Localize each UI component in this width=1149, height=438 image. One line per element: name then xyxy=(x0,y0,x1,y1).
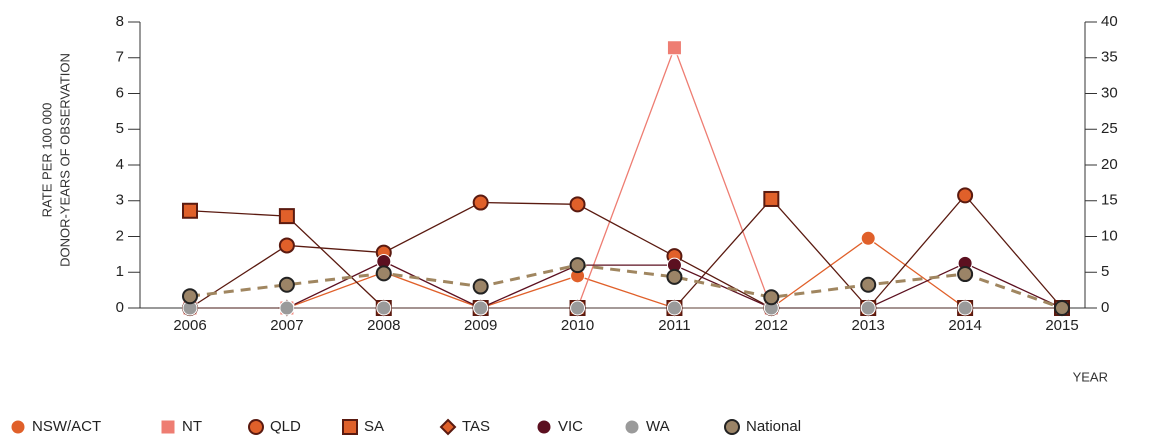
y-tick-label: 2 xyxy=(116,227,124,244)
data-point xyxy=(278,208,295,225)
data-point xyxy=(473,300,489,316)
y-tick-label: 5 xyxy=(116,120,124,137)
legend-marker xyxy=(439,418,457,436)
legend-label: WA xyxy=(646,418,670,435)
data-point xyxy=(278,276,295,293)
data-point xyxy=(279,300,295,316)
y-tick-label: 0 xyxy=(116,299,124,316)
y-tick-label: 4 xyxy=(116,156,124,173)
x-tick-label: 2011 xyxy=(658,317,690,334)
y2-tick-label: 40 xyxy=(1101,13,1118,30)
data-point xyxy=(666,300,682,316)
y-axis-title: DONOR-YEARS OF OBSERVATION xyxy=(57,53,72,267)
data-point xyxy=(763,190,780,207)
legend-marker xyxy=(342,419,358,435)
y2-tick-label: 5 xyxy=(1101,263,1109,280)
y2-tick-label: 25 xyxy=(1101,120,1118,137)
legend-marker xyxy=(624,419,640,435)
data-point xyxy=(957,266,974,283)
data-point xyxy=(957,187,974,204)
y-axis-title: RATE PER 100 000 xyxy=(39,103,54,218)
legend-label: QLD xyxy=(270,418,301,435)
x-tick-label: 2006 xyxy=(173,317,206,334)
y-tick-label: 8 xyxy=(116,13,124,30)
data-point xyxy=(860,300,876,316)
x-tick-label: 2010 xyxy=(561,317,594,334)
series-line xyxy=(189,194,1063,309)
legend-label: SA xyxy=(364,418,384,435)
data-point xyxy=(376,300,392,316)
y-tick-label: 7 xyxy=(116,49,124,66)
y-tick-label: 1 xyxy=(116,263,124,280)
y2-tick-label: 15 xyxy=(1101,192,1118,209)
legend-item: TAS xyxy=(439,418,490,436)
data-point xyxy=(375,265,392,282)
data-point xyxy=(569,257,586,274)
y2-tick-label: 20 xyxy=(1101,156,1118,173)
y2-tick-label: 35 xyxy=(1101,49,1118,66)
legend-label: VIC xyxy=(558,418,583,435)
data-point xyxy=(472,278,489,295)
legend-label: NT xyxy=(182,418,202,435)
data-point xyxy=(569,196,586,213)
legend-item: NSW/ACT xyxy=(10,418,101,435)
series-line xyxy=(190,260,1063,309)
x-tick-label: 2012 xyxy=(755,317,788,334)
series-line xyxy=(189,263,1063,310)
legend-label: TAS xyxy=(462,418,490,435)
legend-marker xyxy=(160,419,176,435)
legend-item: QLD xyxy=(248,418,301,435)
x-tick-label: 2013 xyxy=(852,317,885,334)
y-tick-label: 3 xyxy=(116,192,124,209)
x-tick-label: 2015 xyxy=(1045,317,1078,334)
y2-tick-label: 10 xyxy=(1101,227,1118,244)
legend-marker xyxy=(724,419,740,435)
legend-item: SA xyxy=(342,418,384,435)
data-point xyxy=(763,289,780,306)
legend-item: NT xyxy=(160,418,202,435)
legend-label: National xyxy=(746,418,801,435)
x-axis-title: YEAR xyxy=(1073,369,1108,384)
data-point xyxy=(666,40,682,56)
legend-marker xyxy=(536,419,552,435)
x-tick-label: 2007 xyxy=(270,317,303,334)
legend-marker xyxy=(248,419,264,435)
data-point xyxy=(472,194,489,211)
data-point xyxy=(182,202,198,219)
data-point xyxy=(1054,300,1070,316)
x-tick-label: 2009 xyxy=(464,317,497,334)
y2-tick-label: 30 xyxy=(1101,84,1118,101)
data-point xyxy=(278,237,295,254)
series-line xyxy=(190,45,1062,309)
y-tick-label: 6 xyxy=(116,84,124,101)
legend-marker xyxy=(10,419,26,435)
data-point xyxy=(182,288,198,305)
data-point xyxy=(570,300,586,316)
x-tick-label: 2008 xyxy=(367,317,400,334)
series-line xyxy=(190,237,1062,309)
y2-tick-label: 0 xyxy=(1101,299,1109,316)
data-point xyxy=(860,276,877,293)
legend-item: National xyxy=(724,418,801,435)
legend-item: WA xyxy=(624,418,670,435)
legend-label: NSW/ACT xyxy=(32,418,101,435)
data-point xyxy=(957,300,973,316)
data-point xyxy=(666,268,683,285)
x-tick-label: 2014 xyxy=(948,317,981,334)
data-point xyxy=(860,230,876,246)
legend-item: VIC xyxy=(536,418,583,435)
